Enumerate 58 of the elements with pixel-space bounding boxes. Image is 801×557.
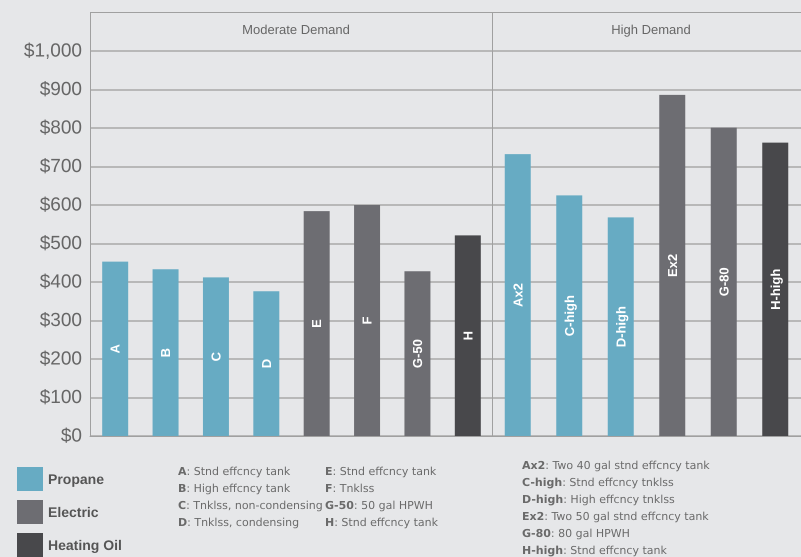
y-tick-label: $0 [60, 426, 82, 446]
text: F: Tnklss [325, 481, 376, 497]
bar [304, 211, 330, 436]
legend-label: Propane [48, 471, 104, 487]
y-tick-label: $700 [40, 156, 82, 177]
text: D-high: High effcncy tnklss [522, 492, 676, 508]
category-label: H-high [768, 268, 783, 310]
bar [354, 205, 380, 436]
y-tick-label: $800 [40, 118, 82, 138]
y-tick-label: $600 [40, 194, 82, 216]
text: C: Tnklss, non-condensing [178, 498, 323, 514]
y-tick-label: $200 [40, 348, 82, 370]
bar [253, 291, 280, 436]
bar [202, 277, 229, 436]
text: D: Tnklss, condensing [178, 515, 300, 531]
x-tick-label: F [360, 316, 375, 324]
text: E: Stnd effcncy tank [325, 464, 438, 480]
bar [710, 128, 737, 436]
bar [762, 142, 788, 436]
y-tick-label: $500 [40, 233, 82, 254]
x-tick-label: G-50 [410, 339, 425, 368]
bar [608, 217, 634, 436]
bar [659, 94, 686, 436]
text: G-50: 50 gal HPWH [325, 498, 434, 514]
x-tick-label: D [258, 358, 274, 368]
chart-title: Moderate Demand [242, 22, 350, 37]
x-tick-label: H [460, 331, 476, 340]
text: A: Stnd effcncy tank [178, 464, 292, 480]
bar [102, 262, 128, 436]
x-tick-label: C [208, 351, 224, 362]
text: H-high: Stnd effcncy tank [522, 543, 668, 557]
y-tick-label: $1,000 [24, 40, 82, 62]
bar [404, 271, 430, 436]
y-tick-label: $100 [40, 387, 82, 408]
text: G-80: 80 gal HPWH [522, 526, 631, 542]
legend-label: Heating Oil [48, 537, 122, 553]
text: B: High effcncy tank [178, 481, 292, 497]
y-tick-label: $900 [40, 79, 82, 100]
bar [556, 195, 582, 436]
x-tick-label: A [108, 343, 123, 354]
text: Ex2: Two 50 gal stnd effcncy tank [522, 509, 710, 525]
bar [152, 269, 179, 436]
y-tick-label: $300 [40, 310, 82, 331]
category-label: G-80 [716, 267, 732, 296]
bar [454, 235, 481, 436]
category-label: Ex2 [664, 254, 680, 278]
y-tick-label: $400 [40, 272, 82, 292]
category-label: C-high [562, 295, 577, 336]
legend-label: Electric [48, 504, 99, 520]
x-tick-label: E [309, 318, 324, 328]
text: H: Stnd effcncy tank [325, 515, 438, 531]
category-label: Ax2 [510, 283, 526, 308]
chart-title: High Demand [611, 22, 691, 37]
x-tick-label: B [158, 348, 174, 358]
category-label: D-high [613, 306, 628, 348]
text: Ax2: Two 40 gal stnd effcncy tank [522, 458, 710, 474]
text: C-high: Stnd effcncy tnklss [522, 475, 675, 491]
bar [504, 154, 531, 436]
